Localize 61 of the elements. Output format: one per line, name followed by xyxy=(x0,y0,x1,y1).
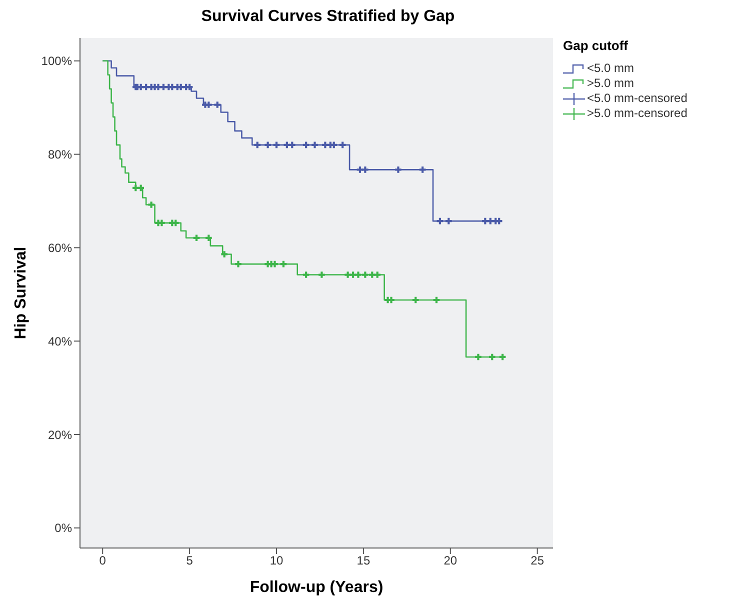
x-tick-label: 0 xyxy=(99,554,106,568)
point xyxy=(280,260,287,268)
point xyxy=(214,102,221,108)
legend-label: >5.0 mm xyxy=(587,76,634,91)
point xyxy=(356,166,364,173)
x-tick-label: 10 xyxy=(270,554,284,568)
y-tick-label: 20% xyxy=(48,428,72,442)
point xyxy=(355,272,362,278)
point xyxy=(206,102,212,108)
point xyxy=(155,84,162,90)
y-tick-label: 0% xyxy=(54,521,72,536)
legend-title: Gap cutoff xyxy=(563,38,629,53)
y-axis-title: Hip Survival xyxy=(12,246,30,340)
point xyxy=(158,220,165,226)
point xyxy=(412,296,419,304)
point xyxy=(318,272,325,278)
point xyxy=(330,142,338,148)
point xyxy=(339,142,346,148)
point xyxy=(475,354,482,360)
point xyxy=(395,166,402,173)
point xyxy=(446,218,452,224)
point xyxy=(221,251,228,258)
point xyxy=(312,142,318,148)
y-tick-label: 60% xyxy=(48,240,72,255)
point xyxy=(264,142,271,148)
point xyxy=(138,184,144,192)
y-tick-label: 100% xyxy=(41,54,72,68)
point xyxy=(272,260,278,268)
x-tick-label: 5 xyxy=(186,554,194,568)
x-axis-title: Follow-up (Years) xyxy=(250,579,384,596)
point xyxy=(206,234,212,242)
point xyxy=(350,272,356,278)
point xyxy=(362,272,368,278)
point xyxy=(436,218,444,224)
point xyxy=(496,218,502,224)
point xyxy=(193,234,200,242)
point xyxy=(172,220,179,226)
y-tick-label: 40% xyxy=(48,334,72,348)
point xyxy=(488,354,496,360)
y-tick-label: 80% xyxy=(48,148,72,162)
point xyxy=(186,84,193,90)
point xyxy=(433,296,440,304)
legend-label: <5.0 mm-censored xyxy=(587,91,688,106)
point xyxy=(374,272,381,278)
legend-label: >5.0 mm-censored xyxy=(587,106,688,121)
point xyxy=(362,166,368,173)
chart-title: Survival Curves Stratified by Gap xyxy=(200,8,456,27)
point xyxy=(419,166,426,173)
point xyxy=(273,142,280,148)
point xyxy=(148,202,154,208)
x-tick-label: 25 xyxy=(530,554,544,568)
point xyxy=(254,142,261,148)
point xyxy=(235,260,242,268)
point xyxy=(499,354,506,360)
x-tick-label: 15 xyxy=(356,554,370,568)
point xyxy=(302,272,310,278)
legend-label: <5.0 mm xyxy=(587,61,634,76)
point xyxy=(302,142,310,148)
point xyxy=(344,272,351,278)
x-tick-label: 20 xyxy=(444,554,458,568)
point xyxy=(289,142,296,148)
